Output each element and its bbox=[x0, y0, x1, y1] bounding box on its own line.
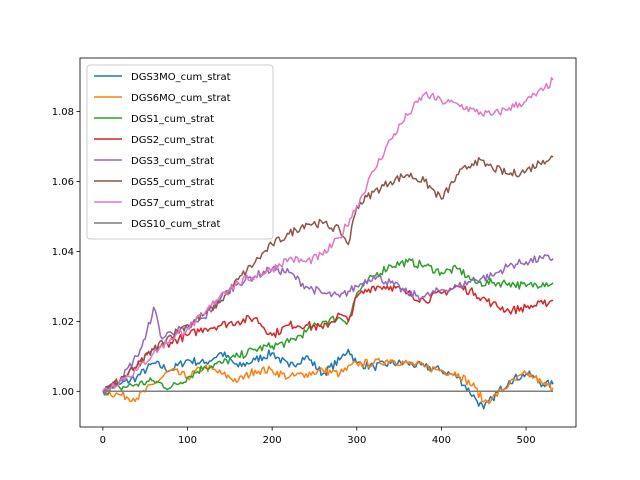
y-tick-label: 1.08 bbox=[52, 107, 74, 118]
legend-label-DGS2_cum_strat: DGS2_cum_strat bbox=[131, 135, 214, 146]
x-tick-label: 100 bbox=[178, 435, 197, 446]
legend-box bbox=[86, 64, 274, 240]
legend-label-DGS5_cum_strat: DGS5_cum_strat bbox=[131, 177, 214, 188]
legend-label-DGS1_cum_strat: DGS1_cum_strat bbox=[131, 114, 214, 125]
x-tick-label: 300 bbox=[347, 435, 366, 446]
legend-label-DGS6MO_cum_strat: DGS6MO_cum_strat bbox=[131, 93, 231, 104]
x-tick-label: 500 bbox=[517, 435, 536, 446]
legend: DGS3MO_cum_strat DGS6MO_cum_strat DGS1_cum… bbox=[86, 64, 274, 240]
series-line-DGS1_cum_strat bbox=[102, 258, 554, 396]
series-line-DGS6MO_cum_strat bbox=[102, 357, 554, 405]
series-line-DGS3_cum_strat bbox=[102, 254, 554, 395]
series-line-DGS3MO_cum_strat bbox=[102, 348, 554, 410]
series-line-DGS7_cum_strat bbox=[102, 77, 554, 392]
axes: 0 100 200 300 400 500 1.00 1.02 1.04 1.06 1.08 bbox=[52, 57, 577, 446]
legend-label-DGS10_cum_strat: DGS10_cum_strat bbox=[131, 219, 220, 230]
legend-label-DGS7_cum_strat: DGS7_cum_strat bbox=[131, 198, 214, 209]
x-tick-label: 400 bbox=[432, 435, 451, 446]
y-tick-label: 1.04 bbox=[52, 247, 74, 258]
y-tick-label: 1.02 bbox=[52, 317, 74, 328]
y-tick-label: 1.06 bbox=[52, 177, 74, 188]
x-tick-label: 200 bbox=[263, 435, 282, 446]
legend-label-DGS3MO_cum_strat: DGS3MO_cum_strat bbox=[131, 72, 231, 83]
axes-frame bbox=[79, 57, 577, 428]
x-tick-label: 0 bbox=[100, 435, 106, 446]
series-line-DGS2_cum_strat bbox=[102, 284, 554, 393]
plot-area bbox=[102, 77, 554, 410]
y-tick-label: 1.00 bbox=[52, 387, 74, 398]
legend-label-DGS3_cum_strat: DGS3_cum_strat bbox=[131, 156, 214, 167]
